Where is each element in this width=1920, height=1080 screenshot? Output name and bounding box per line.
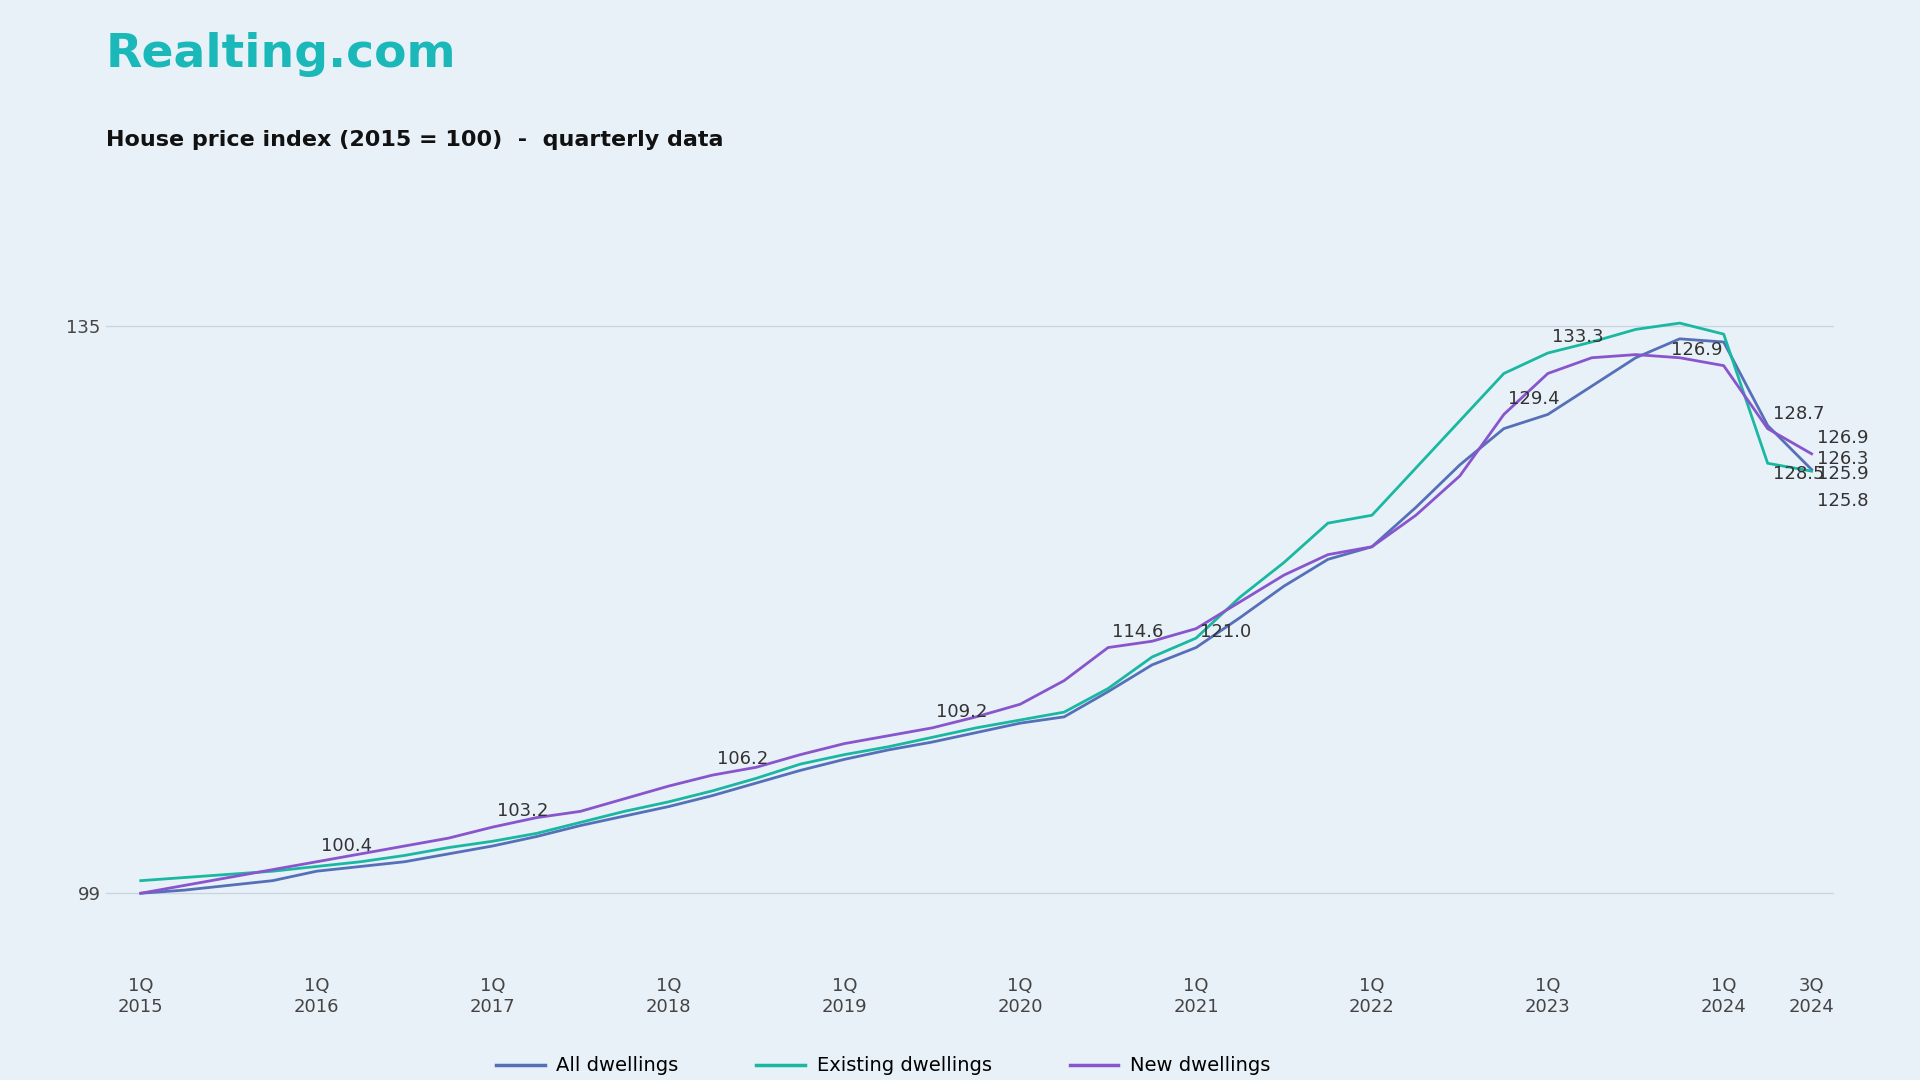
Text: Realting.com: Realting.com [106, 32, 457, 78]
Text: 106.2: 106.2 [716, 751, 768, 768]
Text: 126.9: 126.9 [1816, 429, 1868, 447]
Text: 125.8: 125.8 [1816, 491, 1868, 510]
Text: 100.4: 100.4 [321, 837, 372, 854]
Text: 109.2: 109.2 [937, 703, 987, 721]
Text: 126.9: 126.9 [1670, 340, 1722, 359]
Text: 128.5: 128.5 [1774, 464, 1824, 483]
Text: 128.7: 128.7 [1774, 405, 1824, 422]
Text: 126.3: 126.3 [1816, 450, 1868, 469]
Legend: All dwellings, Existing dwellings, New dwellings: All dwellings, Existing dwellings, New d… [488, 1049, 1279, 1080]
Text: 125.9: 125.9 [1816, 465, 1868, 484]
Text: 103.2: 103.2 [497, 802, 547, 820]
Text: House price index (2015 = 100)  -  quarterly data: House price index (2015 = 100) - quarter… [106, 130, 724, 150]
Text: 114.6: 114.6 [1112, 622, 1164, 640]
Text: 121.0: 121.0 [1200, 622, 1252, 640]
Text: 133.3: 133.3 [1551, 328, 1603, 346]
Text: 129.4: 129.4 [1507, 390, 1559, 407]
